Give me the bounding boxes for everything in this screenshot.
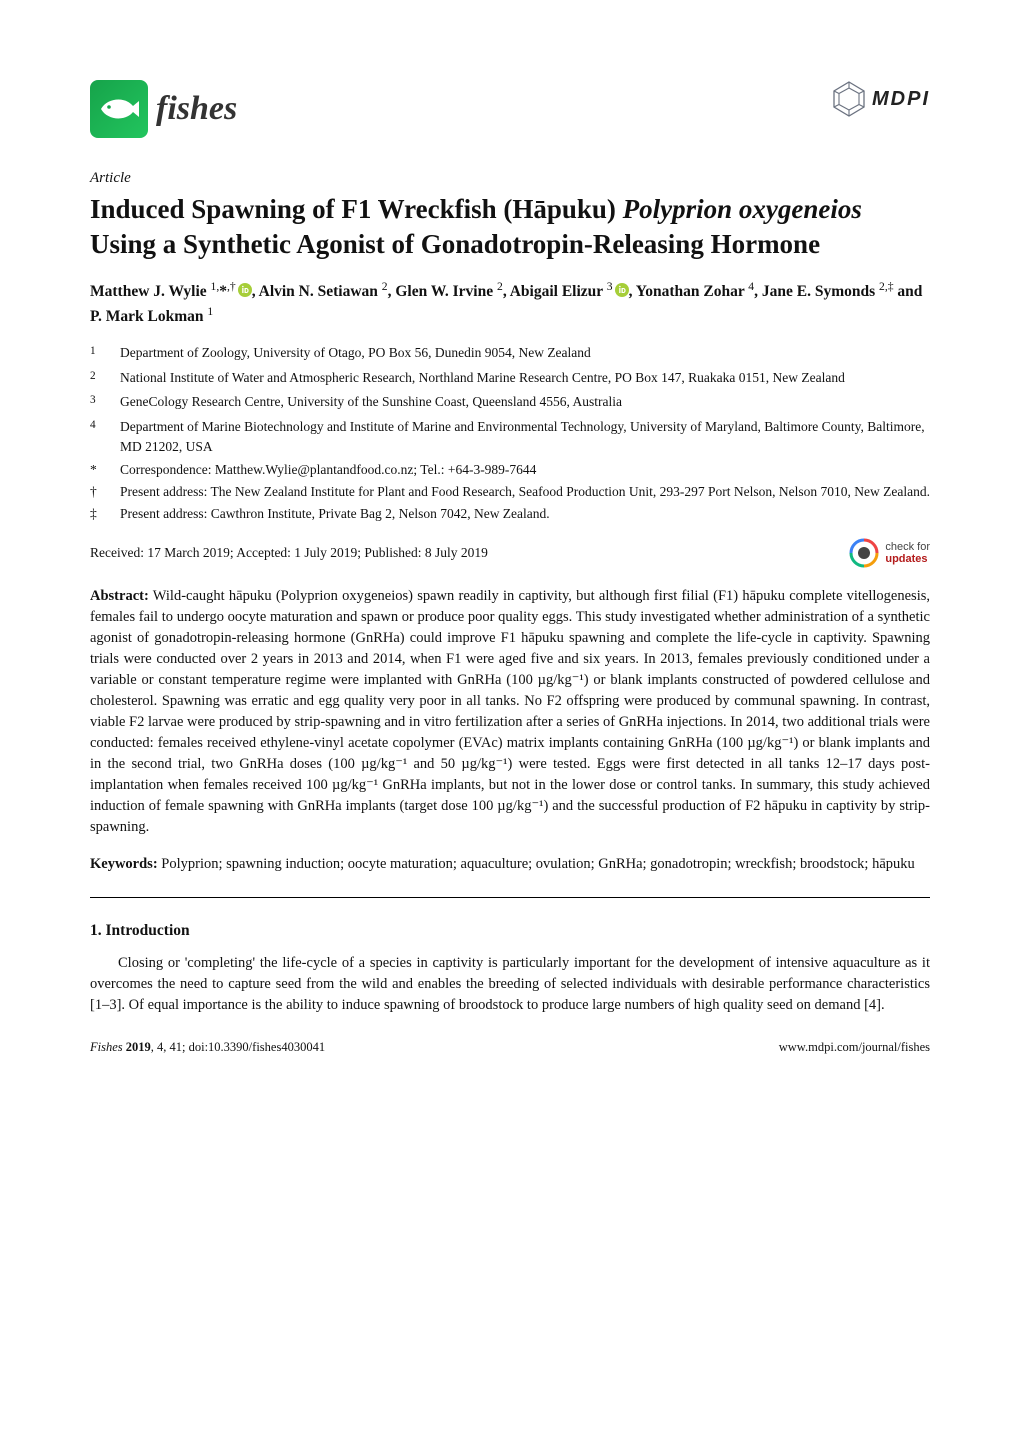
affiliation-item: 1 Department of Zoology, University of Ot… <box>90 343 930 366</box>
affiliation-item: 3 GeneCology Research Centre, University … <box>90 392 930 415</box>
publication-dates: Received: 17 March 2019; Accepted: 1 Jul… <box>90 543 488 563</box>
title-italic: Polyprion oxygeneios <box>623 194 862 224</box>
affiliation-marker: 3 <box>90 392 106 415</box>
authors: Matthew J. Wylie 1,*,†, Alvin N. Setiawa… <box>90 278 930 329</box>
header: fishes MDPI <box>90 80 930 138</box>
affiliation-marker: 4 <box>90 417 106 458</box>
footer-rest: , 4, 41; doi:10.3390/fishes4030041 <box>151 1040 325 1054</box>
affiliation-item: ‡ Present address: Cawthron Institute, Pr… <box>90 504 930 524</box>
crossmark-icon <box>849 538 879 568</box>
section-divider <box>90 897 930 898</box>
keywords-text: Polyprion; spawning induction; oocyte ma… <box>161 856 914 872</box>
journal-name: fishes <box>156 84 237 133</box>
affiliations: 1 Department of Zoology, University of Ot… <box>90 343 930 525</box>
fish-icon <box>97 94 141 124</box>
affiliation-text: Present address: The New Zealand Institu… <box>120 482 930 502</box>
footer-year: 2019 <box>126 1040 151 1054</box>
article-title: Induced Spawning of F1 Wreckfish (Hāpuku… <box>90 192 930 262</box>
affiliation-text: GeneCology Research Centre, University o… <box>120 392 622 415</box>
footer-journal: Fishes <box>90 1040 123 1054</box>
affiliation-item: 2 National Institute of Water and Atmosph… <box>90 368 930 391</box>
dates-row: Received: 17 March 2019; Accepted: 1 Jul… <box>90 538 930 568</box>
affiliation-text: Present address: Cawthron Institute, Pri… <box>120 504 550 524</box>
title-part-2: Using a Synthetic Agonist of Gonadotropi… <box>90 229 820 259</box>
abstract-label: Abstract: <box>90 588 149 604</box>
article-type: Article <box>90 168 930 190</box>
affiliation-item: * Correspondence: Matthew.Wylie@plantandf… <box>90 460 930 480</box>
affiliation-text: National Institute of Water and Atmosphe… <box>120 368 845 391</box>
footer-right[interactable]: www.mdpi.com/journal/fishes <box>779 1038 930 1056</box>
journal-logo-mark <box>90 80 148 138</box>
check-for-updates-text: check for updates <box>885 541 930 565</box>
abstract: Abstract: Wild-caught hāpuku (Polyprion … <box>90 586 930 838</box>
publisher-name: MDPI <box>872 85 930 114</box>
section-heading: 1. Introduction <box>90 920 930 942</box>
affiliation-item: 4 Department of Marine Biotechnology and … <box>90 417 930 458</box>
orcid-icon[interactable] <box>238 283 252 297</box>
journal-logo: fishes <box>90 80 237 138</box>
affiliation-marker: * <box>90 460 106 480</box>
affiliation-marker: ‡ <box>90 504 106 524</box>
affiliation-marker: † <box>90 482 106 502</box>
affiliation-item: † Present address: The New Zealand Instit… <box>90 482 930 502</box>
abstract-text: Wild-caught hāpuku (Polyprion oxygeneios… <box>90 588 930 835</box>
affiliation-text: Department of Zoology, University of Ota… <box>120 343 591 366</box>
affiliation-marker: 2 <box>90 368 106 391</box>
check-updates-line2: updates <box>885 553 927 565</box>
affiliation-marker: 1 <box>90 343 106 366</box>
mdpi-hex-icon <box>832 80 866 118</box>
check-for-updates-badge[interactable]: check for updates <box>849 538 930 568</box>
publisher-logo: MDPI <box>832 80 930 118</box>
footer-left: Fishes 2019, 4, 41; doi:10.3390/fishes40… <box>90 1038 325 1056</box>
page-footer: Fishes 2019, 4, 41; doi:10.3390/fishes40… <box>90 1038 930 1056</box>
affiliation-text: Correspondence: Matthew.Wylie@plantandfo… <box>120 460 536 480</box>
affiliation-text: Department of Marine Biotechnology and I… <box>120 417 930 458</box>
check-updates-line1: check for <box>885 541 930 553</box>
keywords-label: Keywords: <box>90 856 158 872</box>
keywords: Keywords: Polyprion; spawning induction;… <box>90 854 930 875</box>
orcid-icon[interactable] <box>615 283 629 297</box>
journal-url-link[interactable]: www.mdpi.com/journal/fishes <box>779 1040 930 1054</box>
title-part-1: Induced Spawning of F1 Wreckfish (Hāpuku… <box>90 194 623 224</box>
body-paragraph: Closing or 'completing' the life-cycle o… <box>90 953 930 1016</box>
